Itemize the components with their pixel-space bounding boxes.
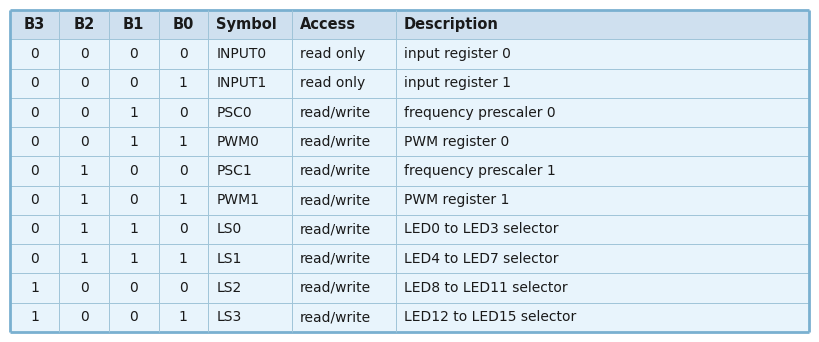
Text: 0: 0 xyxy=(30,222,39,236)
Text: B1: B1 xyxy=(123,17,144,32)
Text: 0: 0 xyxy=(30,193,39,207)
Text: frequency prescaler 0: frequency prescaler 0 xyxy=(404,106,556,120)
Text: LS3: LS3 xyxy=(216,310,242,324)
Text: Description: Description xyxy=(404,17,499,32)
Text: read/write: read/write xyxy=(301,310,371,324)
Text: 0: 0 xyxy=(79,135,88,149)
Text: 1: 1 xyxy=(30,310,39,324)
Text: LS2: LS2 xyxy=(216,281,242,295)
Text: PWM register 1: PWM register 1 xyxy=(404,193,509,207)
Text: 1: 1 xyxy=(129,106,138,120)
Text: input register 1: input register 1 xyxy=(404,76,511,90)
Text: LS1: LS1 xyxy=(216,252,242,266)
Text: 1: 1 xyxy=(30,281,39,295)
Text: 1: 1 xyxy=(129,135,138,149)
Text: 0: 0 xyxy=(30,135,39,149)
Text: 0: 0 xyxy=(129,76,138,90)
Text: read only: read only xyxy=(301,47,365,61)
Text: 0: 0 xyxy=(79,47,88,61)
Text: read/write: read/write xyxy=(301,222,371,236)
Text: 0: 0 xyxy=(179,47,188,61)
Text: PSC0: PSC0 xyxy=(216,106,252,120)
Text: PSC1: PSC1 xyxy=(216,164,252,178)
Text: 1: 1 xyxy=(79,164,88,178)
Text: input register 0: input register 0 xyxy=(404,47,511,61)
Text: B0: B0 xyxy=(173,17,194,32)
Text: LED0 to LED3 selector: LED0 to LED3 selector xyxy=(404,222,559,236)
Text: 1: 1 xyxy=(179,135,188,149)
Text: 1: 1 xyxy=(179,310,188,324)
Text: read/write: read/write xyxy=(301,106,371,120)
Text: Symbol: Symbol xyxy=(216,17,277,32)
Text: 0: 0 xyxy=(79,76,88,90)
Text: INPUT1: INPUT1 xyxy=(216,76,266,90)
Text: INPUT0: INPUT0 xyxy=(216,47,266,61)
Text: 0: 0 xyxy=(129,310,138,324)
Text: 1: 1 xyxy=(179,76,188,90)
Text: read/write: read/write xyxy=(301,164,371,178)
Text: 1: 1 xyxy=(179,193,188,207)
Text: read/write: read/write xyxy=(301,281,371,295)
Text: 0: 0 xyxy=(129,193,138,207)
Text: 0: 0 xyxy=(79,106,88,120)
Text: 1: 1 xyxy=(79,252,88,266)
Text: 0: 0 xyxy=(129,281,138,295)
Text: 0: 0 xyxy=(179,281,188,295)
Text: B3: B3 xyxy=(24,17,45,32)
Text: 1: 1 xyxy=(179,252,188,266)
Text: read only: read only xyxy=(301,76,365,90)
Text: PWM0: PWM0 xyxy=(216,135,259,149)
Text: read/write: read/write xyxy=(301,252,371,266)
Text: PWM register 0: PWM register 0 xyxy=(404,135,509,149)
Text: 0: 0 xyxy=(30,76,39,90)
Text: B2: B2 xyxy=(74,17,95,32)
Text: 0: 0 xyxy=(179,164,188,178)
Text: 1: 1 xyxy=(129,222,138,236)
Text: Access: Access xyxy=(301,17,356,32)
Text: LED12 to LED15 selector: LED12 to LED15 selector xyxy=(404,310,577,324)
Text: 0: 0 xyxy=(30,164,39,178)
Text: 0: 0 xyxy=(179,222,188,236)
Text: LED4 to LED7 selector: LED4 to LED7 selector xyxy=(404,252,559,266)
Text: read/write: read/write xyxy=(301,193,371,207)
Text: 0: 0 xyxy=(129,164,138,178)
Text: 0: 0 xyxy=(30,106,39,120)
Text: 1: 1 xyxy=(79,193,88,207)
Text: 0: 0 xyxy=(79,281,88,295)
Text: 0: 0 xyxy=(179,106,188,120)
Text: 0: 0 xyxy=(30,47,39,61)
Text: frequency prescaler 1: frequency prescaler 1 xyxy=(404,164,556,178)
Bar xyxy=(10,10,809,39)
Text: read/write: read/write xyxy=(301,135,371,149)
Text: 1: 1 xyxy=(79,222,88,236)
Text: 1: 1 xyxy=(129,252,138,266)
Text: 0: 0 xyxy=(79,310,88,324)
Text: LED8 to LED11 selector: LED8 to LED11 selector xyxy=(404,281,568,295)
Text: 0: 0 xyxy=(30,252,39,266)
Text: 0: 0 xyxy=(129,47,138,61)
Text: PWM1: PWM1 xyxy=(216,193,260,207)
Text: LS0: LS0 xyxy=(216,222,242,236)
